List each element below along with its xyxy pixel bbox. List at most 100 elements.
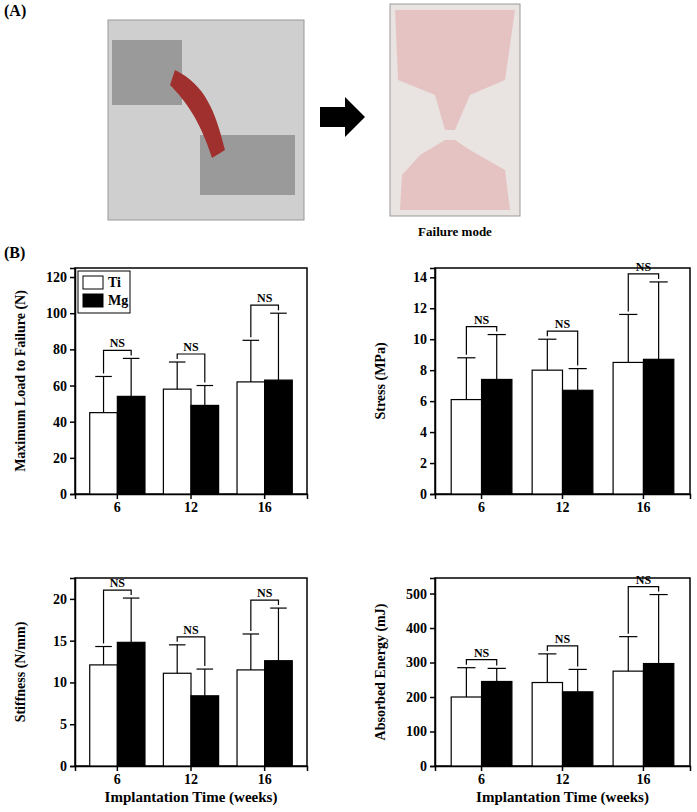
error-cap [270, 607, 287, 608]
error-bar [123, 598, 140, 642]
legend-frame [78, 271, 130, 313]
y-tick: 40 [53, 415, 75, 430]
error-cap [243, 633, 260, 634]
photo-frame [108, 20, 304, 220]
plot-area [451, 595, 674, 766]
x-tick-label: 12 [556, 500, 570, 515]
bar [613, 671, 643, 766]
plot-area [90, 598, 293, 766]
x-tick-mark [562, 766, 564, 771]
significance-bracket: NS [466, 646, 496, 666]
y-tick-label: 400 [406, 621, 427, 636]
bar [451, 697, 481, 766]
bar [643, 664, 673, 766]
x-tick-mark [264, 766, 266, 771]
x-tick-mark [481, 766, 483, 771]
error-bar [95, 376, 112, 412]
y-tick-mark [430, 731, 435, 733]
error-stem [250, 340, 251, 382]
bar [90, 665, 118, 766]
x-tick-mark [643, 494, 645, 499]
y-tick-mark [70, 313, 75, 315]
error-cap [169, 644, 186, 645]
bar [482, 681, 512, 766]
bracket-label: NS [183, 623, 199, 637]
y-tick: 4 [420, 425, 435, 440]
error-cap [95, 646, 112, 647]
significance-bracket: NS [547, 632, 577, 667]
x-tick-mark [264, 494, 266, 499]
error-cap [569, 669, 587, 670]
significance-bracket: NS [628, 573, 658, 634]
x-tick-label: 16 [636, 500, 650, 515]
photo-left [108, 20, 304, 220]
error-stem [547, 339, 548, 370]
y-tick-mark [70, 724, 75, 726]
error-bar [569, 669, 587, 691]
bracket-label: NS [636, 260, 652, 274]
x-tick-mark [190, 494, 192, 499]
y-tick-mark [430, 766, 435, 768]
panel-label: (B) [4, 244, 25, 262]
bracket-line [251, 600, 279, 631]
error-bar [650, 282, 668, 359]
error-cap [169, 361, 186, 362]
y-tick: 0 [420, 487, 435, 502]
error-bar [650, 595, 668, 664]
x-tick: 16 [258, 766, 272, 787]
x-tick: 12 [184, 494, 198, 515]
chart: 0246810121461216Stress (MPa)NSNSNS [373, 260, 691, 515]
error-bar [197, 386, 214, 406]
y-tick: 6 [420, 394, 435, 409]
x-tick-mark [117, 494, 119, 499]
x-axis-line [436, 495, 691, 500]
error-bar [538, 339, 556, 370]
error-bar [197, 669, 214, 696]
error-stem [204, 386, 205, 406]
error-bar [488, 668, 506, 681]
bar [563, 390, 593, 494]
y-axis-line [430, 579, 436, 767]
error-cap [650, 281, 668, 282]
y-tick: 100 [46, 306, 75, 321]
plot-frame [75, 268, 307, 494]
y-tick-label: 40 [53, 415, 67, 430]
y-tick-label: 15 [53, 634, 67, 649]
error-stem [204, 669, 205, 696]
bracket-label: NS [555, 632, 571, 646]
y-tick-mark [430, 593, 435, 595]
significance-bracket: NS [466, 313, 496, 355]
legend-label: Mg [108, 293, 128, 308]
y-tick: 60 [53, 379, 75, 394]
y-axis-title: Maximum Load to Failure (N) [13, 290, 29, 472]
y-tick-label: 8 [420, 363, 427, 378]
x-axis-line [76, 767, 308, 772]
y-axis-title: Stiffness (N/mm) [13, 621, 29, 722]
y-tick: 14 [413, 270, 435, 285]
y-tick-mark [70, 385, 75, 387]
bracket-line [547, 331, 577, 365]
x-tick-label: 16 [258, 772, 272, 787]
legend-swatch [83, 276, 103, 289]
y-tick-label: 20 [53, 592, 67, 607]
error-stem [658, 282, 659, 359]
legend-label: Ti [108, 275, 121, 290]
error-cap [95, 376, 112, 377]
chart: 0510152061216Stiffness (N/mm)Implantatio… [13, 576, 308, 806]
y-tick: 12 [413, 301, 435, 316]
error-cap [457, 667, 475, 668]
y-axis-line [70, 269, 76, 495]
bar [532, 370, 562, 494]
y-tick-mark [430, 339, 435, 341]
bar [163, 673, 191, 766]
bracket-label: NS [257, 586, 273, 600]
y-tick-mark [430, 308, 435, 310]
x-tick-mark [643, 766, 645, 771]
error-bar [457, 668, 475, 697]
tissue [395, 10, 515, 130]
bar [563, 692, 593, 766]
tissue [400, 140, 510, 210]
error-stem [131, 598, 132, 642]
error-stem [628, 314, 629, 362]
y-tick-mark [430, 370, 435, 372]
